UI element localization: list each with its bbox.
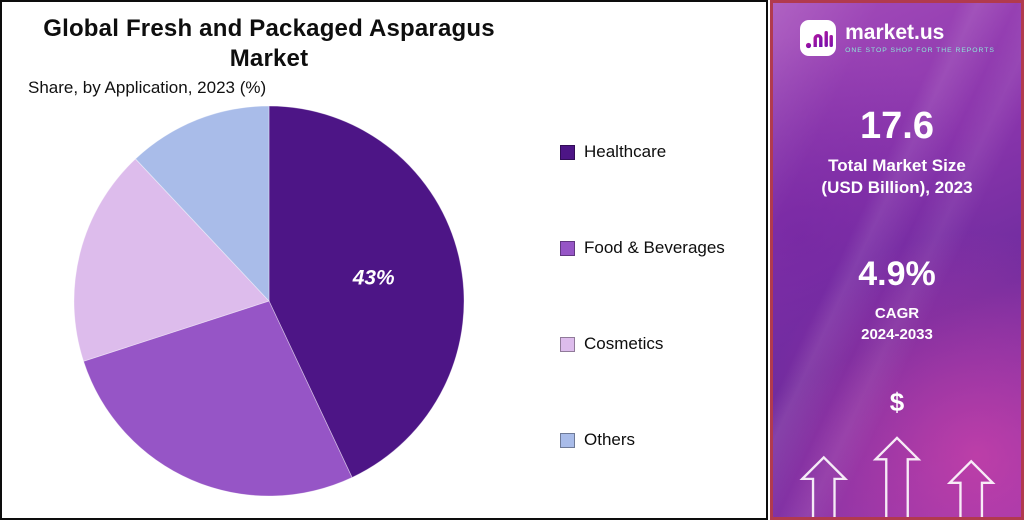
- brand-tagline: ONE STOP SHOP FOR THE REPORTS: [845, 46, 995, 54]
- legend-item-food-beverages: Food & Beverages: [560, 238, 725, 258]
- stats-panel: market.us ONE STOP SHOP FOR THE REPORTS …: [770, 0, 1024, 520]
- pie-chart: 43%: [73, 105, 465, 497]
- total-market-size-label: Total Market Size (USD Billion), 2023: [821, 155, 972, 199]
- legend-item-healthcare: Healthcare: [560, 142, 725, 162]
- legend-label-food-beverages: Food & Beverages: [584, 238, 725, 257]
- legend-swatch-cosmetics: [560, 336, 575, 352]
- brand-logo: market.us ONE STOP SHOP FOR THE REPORTS: [799, 19, 995, 57]
- chart-subtitle: Share, by Application, 2023 (%): [28, 78, 267, 97]
- pie-slice-healthcare: [268, 105, 465, 478]
- legend-label-cosmetics: Cosmetics: [584, 334, 664, 353]
- growth-arrows-icon: [799, 436, 996, 517]
- pie-chart-container: 43%: [70, 102, 468, 500]
- chart-title: Global Fresh and Packaged Asparagus Mark…: [43, 15, 495, 72]
- pie-slice-cosmetics: [73, 158, 270, 362]
- pie-slice-others: [134, 105, 270, 303]
- market-us-logo-icon: [800, 20, 837, 56]
- brand-name: market.us: [845, 21, 945, 45]
- pie-data-label: 43%: [352, 267, 395, 290]
- total-market-size-value: 17.6: [860, 105, 934, 147]
- cagr-period: 2024-2033: [861, 326, 933, 344]
- legend-item-others: Others: [560, 430, 725, 450]
- legend-swatch-food-beverages: [560, 240, 575, 256]
- legend-item-cosmetics: Cosmetics: [560, 334, 725, 354]
- legend-swatch-healthcare: [560, 144, 575, 160]
- pie-slice-food-beverages: [83, 300, 353, 497]
- total-market-size-label-line2: (USD Billion), 2023: [821, 178, 973, 198]
- legend: Healthcare Food & Beverages Cosmetics Ot…: [560, 142, 725, 450]
- cagr-label-text: CAGR: [874, 305, 920, 323]
- legend-swatch-others: [560, 432, 575, 448]
- cagr-value: 4.9%: [858, 255, 936, 294]
- cagr-label: CAGR 2024-2033: [861, 303, 933, 345]
- chart-panel: Global Fresh and Packaged Asparagus Mark…: [0, 0, 768, 520]
- dollar-icon: $: [889, 387, 905, 418]
- legend-label-others: Others: [584, 430, 636, 449]
- total-market-size-label-line1: Total Market Size: [828, 156, 966, 175]
- legend-label-healthcare: Healthcare: [584, 142, 667, 161]
